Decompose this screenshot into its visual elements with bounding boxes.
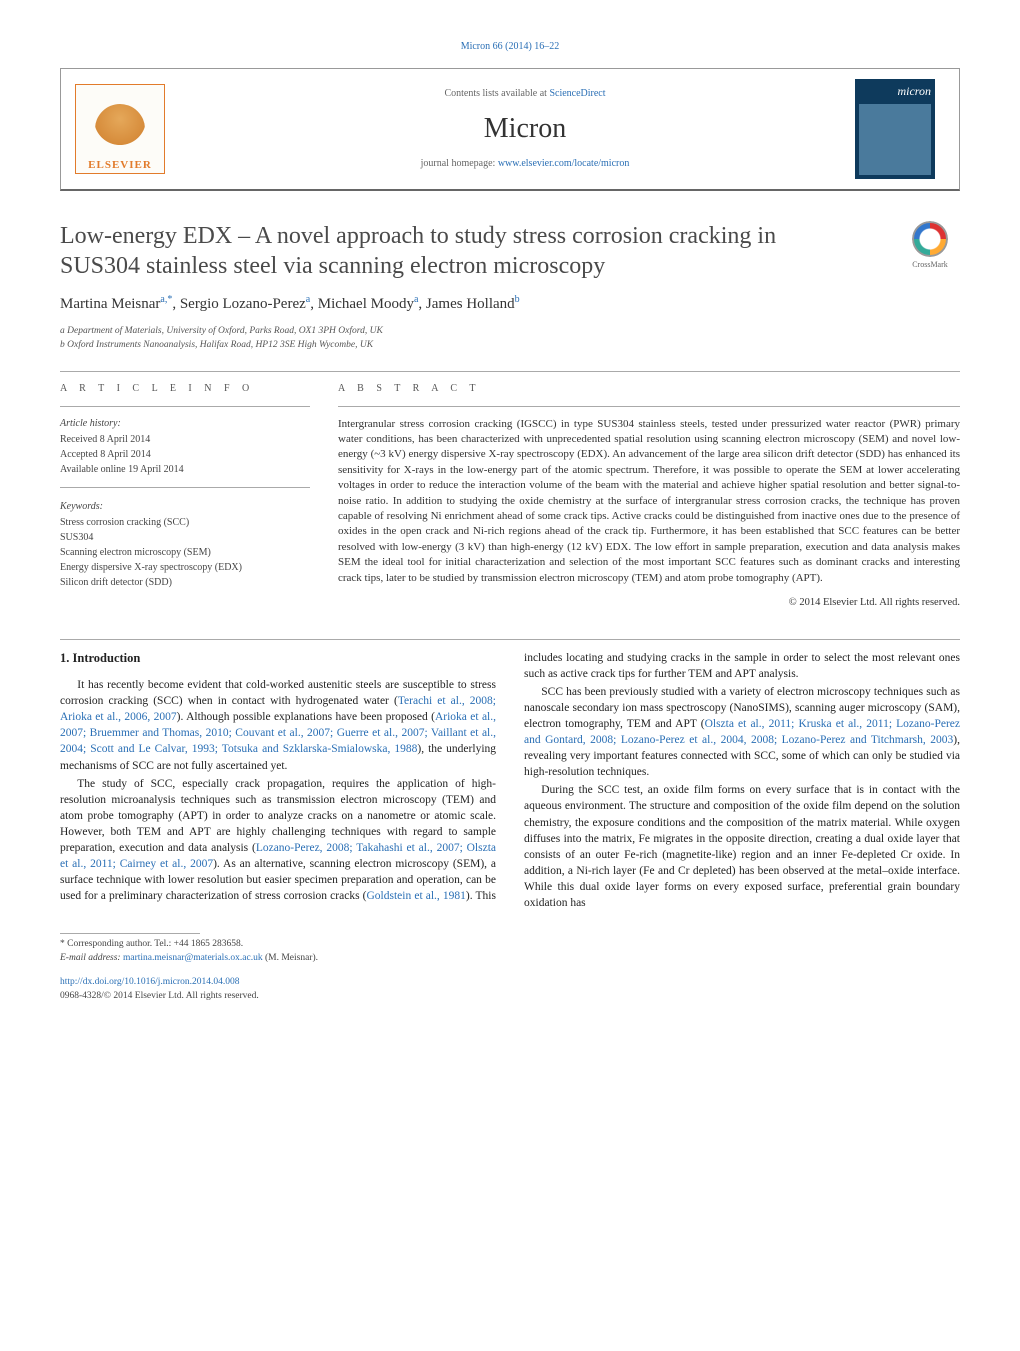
keyword-item: Energy dispersive X-ray spectroscopy (ED… (60, 561, 310, 575)
journal-header: ELSEVIER Contents lists available at Sci… (60, 68, 960, 191)
contents-prefix: Contents lists available at (444, 88, 549, 99)
top-citation-link[interactable]: Micron 66 (2014) 16–22 (461, 41, 560, 52)
keywords-list: Stress corrosion cracking (SCC)SUS304Sca… (60, 516, 310, 590)
email-line: E-mail address: martina.meisnar@material… (60, 952, 960, 965)
affiliations: a Department of Materials, University of… (60, 325, 960, 353)
divider (60, 487, 310, 488)
issn-line: 0968-4328/© 2014 Elsevier Ltd. All right… (60, 990, 960, 1003)
divider (60, 406, 310, 407)
authors: Martina Meisnara,*, Sergio Lozano-Pereza… (60, 293, 960, 315)
paragraph: It has recently become evident that cold… (60, 677, 496, 774)
homepage-line: journal homepage: www.elsevier.com/locat… (207, 157, 843, 171)
divider (60, 371, 960, 372)
history-item: Accepted 8 April 2014 (60, 448, 310, 462)
page-footer: * Corresponding author. Tel.: +44 1865 2… (60, 933, 960, 1003)
info-abstract-grid: a r t i c l e i n f o Article history: R… (60, 382, 960, 611)
divider (338, 406, 960, 407)
abstract-column: a b s t r a c t Intergranular stress cor… (338, 382, 960, 611)
citation-link[interactable]: Goldstein et al., 1981 (367, 890, 466, 902)
keyword-item: Silicon drift detector (SDD) (60, 576, 310, 590)
crossmark-label: CrossMark (912, 260, 948, 269)
cover-title: micron (859, 83, 931, 100)
text-run: ). Although possible explanations have b… (177, 711, 435, 723)
header-center: Contents lists available at ScienceDirec… (207, 87, 843, 170)
history-label: Article history: (60, 417, 310, 431)
journal-cover: micron (855, 79, 935, 179)
body-text: 1. Introduction It has recently become e… (60, 650, 960, 912)
affiliation: b Oxford Instruments Nanoanalysis, Halif… (60, 339, 960, 352)
paragraph: During the SCC test, an oxide film forms… (524, 782, 960, 911)
doi-line: http://dx.doi.org/10.1016/j.micron.2014.… (60, 976, 960, 989)
abstract-text: Intergranular stress corrosion cracking … (338, 417, 960, 586)
article-info: a r t i c l e i n f o Article history: R… (60, 382, 310, 611)
history-item: Received 8 April 2014 (60, 433, 310, 447)
crossmark-badge[interactable]: CrossMark (900, 221, 960, 270)
contents-line: Contents lists available at ScienceDirec… (207, 87, 843, 101)
top-citation: Micron 66 (2014) 16–22 (60, 40, 960, 54)
corresponding-author: * Corresponding author. Tel.: +44 1865 2… (60, 938, 960, 951)
sciencedirect-link[interactable]: ScienceDirect (549, 88, 605, 99)
homepage-prefix: journal homepage: (421, 158, 498, 169)
title-row: Low-energy EDX – A novel approach to stu… (60, 221, 960, 281)
keyword-item: SUS304 (60, 531, 310, 545)
homepage-link[interactable]: www.elsevier.com/locate/micron (498, 158, 630, 169)
divider (60, 639, 960, 640)
elsevier-logo: ELSEVIER (75, 84, 165, 174)
article-info-label: a r t i c l e i n f o (60, 382, 310, 396)
cover-image (859, 104, 931, 175)
abstract-copyright: © 2014 Elsevier Ltd. All rights reserved… (338, 596, 960, 611)
elsevier-name: ELSEVIER (88, 158, 152, 173)
abstract-label: a b s t r a c t (338, 382, 960, 396)
email-link[interactable]: martina.meisnar@materials.ox.ac.uk (123, 953, 263, 963)
history-list: Received 8 April 2014Accepted 8 April 20… (60, 433, 310, 477)
elsevier-tree-icon (95, 104, 145, 154)
crossmark-icon (912, 221, 948, 257)
email-suffix: (M. Meisnar). (263, 953, 318, 963)
paragraph: SCC has been previously studied with a v… (524, 684, 960, 781)
doi-link[interactable]: http://dx.doi.org/10.1016/j.micron.2014.… (60, 977, 240, 987)
keyword-item: Stress corrosion cracking (SCC) (60, 516, 310, 530)
affiliation: a Department of Materials, University of… (60, 325, 960, 338)
section-heading: 1. Introduction (60, 650, 496, 668)
journal-name: Micron (207, 109, 843, 148)
keyword-item: Scanning electron microscopy (SEM) (60, 546, 310, 560)
keywords-label: Keywords: (60, 500, 310, 514)
history-item: Available online 19 April 2014 (60, 463, 310, 477)
email-label: E-mail address: (60, 953, 123, 963)
footer-divider (60, 933, 200, 934)
article-title: Low-energy EDX – A novel approach to stu… (60, 221, 830, 281)
